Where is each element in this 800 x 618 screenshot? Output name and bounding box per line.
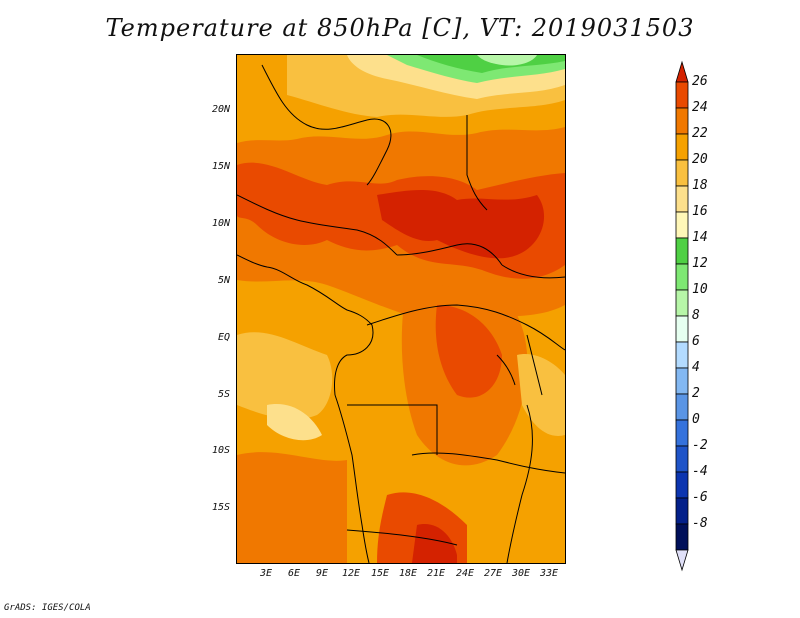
colorbar-tick-label: 6 (692, 334, 700, 349)
lon-label: 12E (341, 568, 361, 579)
field-8-10-north (477, 55, 537, 66)
colorbar-tick-label: 8 (692, 308, 700, 323)
colorbar-segment (675, 471, 689, 499)
colorbar-tick-label: -4 (692, 464, 708, 479)
field-26plus-core (377, 190, 545, 259)
lat-label: 5S (217, 389, 230, 400)
lon-label: 3E (259, 568, 273, 579)
colorbar-segment (675, 159, 689, 187)
lon-label: 21E (426, 568, 446, 579)
colorbar-segment (675, 237, 689, 265)
field-22-24-southwest (237, 452, 347, 563)
colorbar-segment (675, 263, 689, 291)
colorbar-tick-label: 18 (692, 178, 708, 193)
colorbar-tick-label: 16 (692, 204, 708, 219)
lat-label: 20N (211, 104, 230, 115)
lon-label: 27E (483, 568, 503, 579)
map-panel (236, 54, 566, 564)
lon-label: 9E (315, 568, 329, 579)
colorbar-tick-label: 0 (692, 412, 700, 427)
colorbar-segment (675, 81, 689, 109)
colorbar-segment (675, 523, 689, 551)
field-24-26-central-east (435, 305, 502, 398)
colorbar-tick-label: -6 (692, 490, 708, 505)
lon-label: 6E (287, 568, 301, 579)
colorbar-tick-label: -8 (692, 516, 708, 531)
field-18-20-east-highlands (517, 354, 565, 436)
lat-label: 15N (211, 161, 230, 172)
lon-label: 24E (455, 568, 475, 579)
colorbar-tick-label: 4 (692, 360, 700, 375)
grads-credit: GrADS: IGES/COLA (4, 603, 91, 613)
colorbar-top-arrow (675, 60, 689, 83)
lon-label: 33E (539, 568, 559, 579)
colorbar-tick-label: 20 (692, 152, 708, 167)
chart-title: Temperature at 850hPa [C], VT: 201903150… (105, 14, 695, 42)
colorbar-segment (675, 419, 689, 447)
political-boundaries (237, 64, 565, 563)
colorbar-segment (675, 107, 689, 135)
colorbar-tick-label: 12 (692, 256, 708, 271)
lat-label: 10S (211, 445, 230, 456)
colorbar-tick-label: -2 (692, 438, 708, 453)
lat-label: 15S (211, 502, 230, 513)
field-26plus-south (412, 524, 457, 563)
field-16-18-gabon (267, 404, 322, 441)
colorbar-tick-label: 14 (692, 230, 708, 245)
lon-label: 18E (398, 568, 418, 579)
colorbar-tick-label: 26 (692, 74, 708, 89)
colorbar-segment (675, 445, 689, 473)
colorbar-segment (675, 185, 689, 213)
lat-label: EQ (217, 332, 230, 343)
colorbar-segment (675, 341, 689, 369)
lon-label: 30E (511, 568, 531, 579)
colorbar-segment (675, 393, 689, 421)
colorbar-segments (675, 60, 689, 572)
colorbar-segment (675, 367, 689, 395)
colorbar-tick-label: 10 (692, 282, 708, 297)
lat-label: 5N (217, 275, 230, 286)
colorbar-segment (675, 211, 689, 239)
colorbar-tick-label: 24 (692, 100, 708, 115)
colorbar-segment (675, 133, 689, 161)
colorbar-segment (675, 289, 689, 317)
temperature-field-map (237, 55, 565, 563)
colorbar-bottom-arrow (675, 549, 689, 572)
lon-label: 15E (370, 568, 390, 579)
colorbar-tick-label: 2 (692, 386, 700, 401)
field-18-20-equatorial-west (237, 332, 333, 420)
colorbar-tick-label: 22 (692, 126, 708, 141)
lat-label: 10N (211, 218, 230, 229)
colorbar-segment (675, 315, 689, 343)
colorbar-segment (675, 497, 689, 525)
